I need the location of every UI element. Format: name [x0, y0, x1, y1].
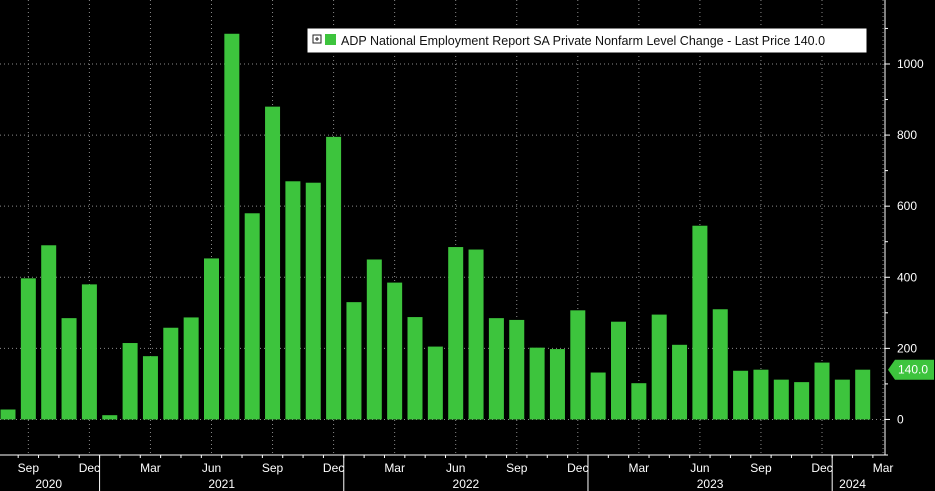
x-month-label: Sep	[18, 461, 40, 475]
bars	[0, 33, 871, 420]
x-month-label: Jun	[690, 461, 709, 475]
bar	[41, 245, 57, 420]
bar	[529, 347, 545, 420]
x-month-label: Mar	[873, 461, 894, 475]
bar	[346, 302, 362, 420]
bar	[590, 372, 606, 420]
bar	[305, 182, 321, 420]
x-month-label: Dec	[811, 461, 832, 475]
bar	[468, 249, 484, 420]
bar	[692, 225, 708, 420]
bar	[570, 310, 586, 420]
y-tick-label: 1000	[897, 57, 924, 71]
x-month-label: Sep	[506, 461, 528, 475]
x-month-label: Sep	[262, 461, 284, 475]
legend: ADP National Employment Report SA Privat…	[306, 27, 868, 54]
bar	[488, 318, 504, 420]
bar	[651, 314, 667, 420]
bar	[834, 379, 850, 420]
y-tick-label: 0	[897, 412, 904, 426]
bar	[204, 258, 219, 420]
bar	[20, 278, 36, 420]
bar	[183, 317, 199, 420]
bar	[611, 321, 626, 420]
bar	[733, 370, 749, 420]
x-year-label: 2020	[35, 477, 62, 491]
bar	[407, 317, 423, 420]
bar	[285, 181, 301, 420]
x-month-label: Sep	[750, 461, 772, 475]
x-year-label: 2021	[208, 477, 235, 491]
bar	[448, 247, 464, 420]
x-month-label: Dec	[79, 461, 100, 475]
bar	[0, 409, 16, 420]
bar	[61, 318, 77, 420]
bar	[753, 369, 769, 420]
bar	[265, 106, 281, 420]
legend-swatch	[325, 34, 336, 45]
x-month-label: Jun	[446, 461, 465, 475]
x-month-label: Mar	[629, 461, 650, 475]
x-month-label: Mar	[384, 461, 405, 475]
bar	[122, 343, 138, 420]
bar	[712, 309, 728, 420]
bar	[81, 284, 97, 420]
x-month-label: Jun	[202, 461, 221, 475]
bar	[814, 362, 830, 420]
bar	[794, 382, 810, 420]
bar	[549, 349, 565, 420]
y-tick-label: 400	[897, 270, 917, 284]
bar	[102, 415, 118, 420]
last-price-label: 140.0	[898, 363, 928, 377]
bar	[244, 213, 260, 420]
legend-box	[306, 27, 868, 54]
y-tick-label: 600	[897, 199, 917, 213]
bar	[142, 356, 158, 420]
bar	[509, 319, 525, 420]
x-year-label: 2022	[453, 477, 480, 491]
legend-label: ADP National Employment Report SA Privat…	[341, 34, 825, 48]
x-year-label: 2023	[697, 477, 724, 491]
x-month-label: Mar	[140, 461, 161, 475]
bar	[631, 383, 647, 420]
y-tick-label: 200	[897, 341, 917, 355]
x-year-label: 2024	[839, 477, 866, 491]
bar	[773, 379, 789, 420]
last-price-tag: 140.0	[888, 359, 934, 380]
x-month-label: Dec	[323, 461, 344, 475]
expand-box-icon[interactable]	[312, 34, 322, 44]
bar	[387, 282, 403, 420]
y-tick-label: 800	[897, 128, 917, 142]
bar	[163, 327, 179, 420]
bar	[224, 33, 240, 420]
x-month-label: Dec	[567, 461, 588, 475]
bar	[427, 346, 443, 420]
bar	[855, 369, 871, 420]
x-axis: Sep Dec Mar Jun Sep Dec Mar Jun Sep Dec Mar Jun Sep D…	[0, 454, 894, 491]
bar	[366, 259, 382, 420]
bar	[672, 344, 688, 420]
y-axis: 0 200 400 600 800 1000	[884, 0, 924, 456]
bar	[326, 136, 342, 420]
